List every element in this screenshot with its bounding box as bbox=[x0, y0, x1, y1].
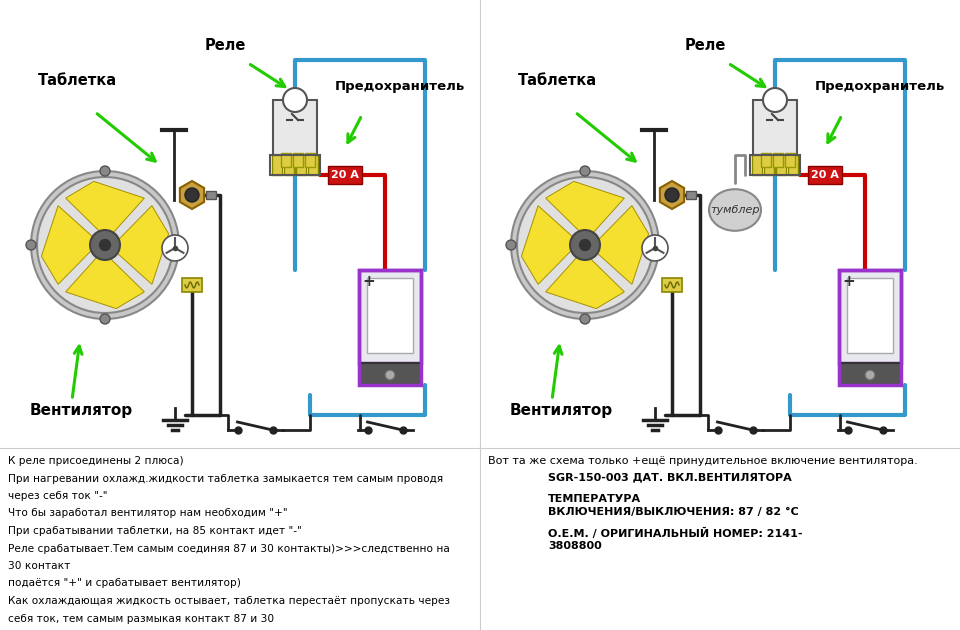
Bar bbox=[750, 155, 800, 175]
Circle shape bbox=[654, 240, 664, 250]
Text: себя ток, тем самым размыкая контакт 87 и 30: себя ток, тем самым размыкая контакт 87 … bbox=[8, 614, 275, 624]
Bar bbox=[808, 166, 842, 184]
Text: Что бы заработал вентилятор нам необходим "+": Что бы заработал вентилятор нам необходи… bbox=[8, 508, 288, 518]
Circle shape bbox=[100, 166, 110, 176]
Text: 20 А: 20 А bbox=[811, 170, 839, 180]
Bar bbox=[281, 153, 291, 167]
Bar bbox=[272, 155, 282, 175]
Bar bbox=[752, 155, 762, 175]
Circle shape bbox=[865, 370, 875, 380]
Text: Реле: Реле bbox=[685, 38, 727, 53]
Polygon shape bbox=[545, 181, 624, 236]
Circle shape bbox=[185, 188, 199, 202]
Polygon shape bbox=[545, 254, 624, 309]
Bar bbox=[359, 270, 421, 363]
Text: При нагревании охлажд.жидкости таблетка замыкается тем самым проводя: При нагревании охлажд.жидкости таблетка … bbox=[8, 474, 444, 483]
Bar bbox=[785, 153, 795, 167]
Bar bbox=[293, 153, 303, 167]
Circle shape bbox=[385, 370, 395, 380]
Ellipse shape bbox=[709, 189, 761, 231]
Bar bbox=[182, 278, 202, 292]
Bar bbox=[359, 270, 421, 385]
Bar bbox=[764, 155, 774, 175]
Circle shape bbox=[174, 240, 184, 250]
Text: подаётся "+" и срабатывает вентилятор): подаётся "+" и срабатывает вентилятор) bbox=[8, 578, 241, 588]
Circle shape bbox=[37, 177, 173, 313]
Bar bbox=[270, 155, 320, 175]
Circle shape bbox=[642, 235, 668, 261]
Polygon shape bbox=[41, 205, 96, 284]
Text: Предохранитель: Предохранитель bbox=[815, 80, 946, 93]
Text: Вентилятор: Вентилятор bbox=[510, 403, 613, 418]
Circle shape bbox=[580, 166, 590, 176]
Circle shape bbox=[570, 230, 600, 260]
Polygon shape bbox=[65, 254, 144, 309]
Text: Как охлаждающая жидкость остывает, таблетка перестаёт пропускать через: Как охлаждающая жидкость остывает, табле… bbox=[8, 596, 450, 606]
Circle shape bbox=[26, 240, 36, 250]
Circle shape bbox=[506, 240, 516, 250]
Text: ВКЛЮЧЕНИЯ/ВЫКЛЮЧЕНИЯ: 87 / 82 °С: ВКЛЮЧЕНИЯ/ВЫКЛЮЧЕНИЯ: 87 / 82 °С bbox=[548, 507, 799, 517]
Text: О.Е.М. / ОРИГИНАЛЬНЫЙ НОМЕР: 2141-: О.Е.М. / ОРИГИНАЛЬНЫЙ НОМЕР: 2141- bbox=[548, 528, 803, 539]
Polygon shape bbox=[660, 181, 684, 209]
Bar bbox=[328, 166, 362, 184]
Circle shape bbox=[31, 171, 179, 319]
Polygon shape bbox=[114, 205, 169, 284]
Bar bbox=[273, 100, 317, 155]
Bar bbox=[839, 270, 901, 385]
Circle shape bbox=[511, 171, 659, 319]
Polygon shape bbox=[180, 181, 204, 209]
Bar bbox=[206, 191, 216, 199]
Circle shape bbox=[580, 239, 590, 251]
Polygon shape bbox=[65, 181, 144, 236]
Circle shape bbox=[100, 314, 110, 324]
Text: +: + bbox=[843, 275, 855, 290]
Text: Таблетка: Таблетка bbox=[518, 73, 597, 88]
Text: При срабатывании таблетки, на 85 контакт идет "-": При срабатывании таблетки, на 85 контакт… bbox=[8, 526, 301, 536]
Text: 30 контакт: 30 контакт bbox=[8, 561, 70, 571]
Text: через себя ток "-": через себя ток "-" bbox=[8, 491, 108, 501]
Text: 3808800: 3808800 bbox=[548, 541, 602, 551]
Circle shape bbox=[90, 230, 120, 260]
Bar bbox=[284, 155, 294, 175]
Bar bbox=[788, 155, 798, 175]
Text: Предохранитель: Предохранитель bbox=[335, 80, 466, 93]
Bar bbox=[776, 155, 786, 175]
Bar bbox=[839, 363, 901, 385]
Text: 20 А: 20 А bbox=[331, 170, 359, 180]
Text: SGR-150-003 ДАТ. ВКЛ.ВЕНТИЛЯТОРА: SGR-150-003 ДАТ. ВКЛ.ВЕНТИЛЯТОРА bbox=[548, 472, 792, 482]
Circle shape bbox=[665, 188, 679, 202]
Circle shape bbox=[283, 88, 307, 112]
Circle shape bbox=[580, 314, 590, 324]
Polygon shape bbox=[521, 205, 576, 284]
Text: Вентилятор: Вентилятор bbox=[30, 403, 133, 418]
Bar bbox=[367, 278, 413, 353]
Bar bbox=[839, 270, 901, 363]
Text: +: + bbox=[363, 275, 375, 290]
Text: Таблетка: Таблетка bbox=[38, 73, 117, 88]
Text: Реле: Реле bbox=[205, 38, 247, 53]
Text: тумблер: тумблер bbox=[710, 205, 759, 215]
Bar bbox=[847, 278, 893, 353]
Text: ТЕМПЕРАТУРА: ТЕМПЕРАТУРА bbox=[548, 494, 641, 504]
Circle shape bbox=[162, 235, 188, 261]
Bar bbox=[305, 153, 315, 167]
Circle shape bbox=[517, 177, 653, 313]
Text: Вот та же схема только +ещё принудительное включение вентилятора.: Вот та же схема только +ещё принудительн… bbox=[488, 456, 918, 466]
Bar bbox=[773, 153, 783, 167]
Circle shape bbox=[100, 239, 110, 251]
Bar bbox=[662, 278, 682, 292]
Bar bbox=[761, 153, 771, 167]
Bar bbox=[359, 363, 421, 385]
Text: Реле срабатывает.Тем самым соединяя 87 и 30 контакты)>>>следственно на: Реле срабатывает.Тем самым соединяя 87 и… bbox=[8, 544, 450, 554]
Circle shape bbox=[763, 88, 787, 112]
Bar bbox=[686, 191, 696, 199]
Polygon shape bbox=[594, 205, 649, 284]
Bar bbox=[296, 155, 306, 175]
Text: К реле присоединены 2 плюса): К реле присоединены 2 плюса) bbox=[8, 456, 183, 466]
Bar bbox=[753, 100, 797, 155]
Bar bbox=[308, 155, 318, 175]
